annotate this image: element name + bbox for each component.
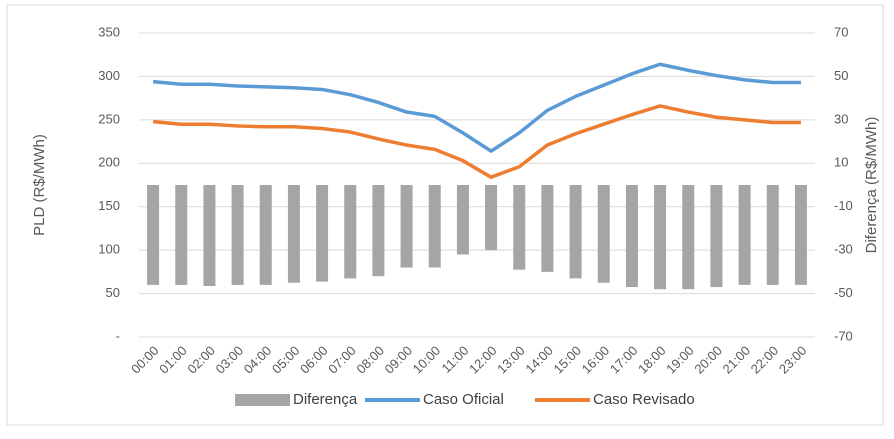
- bar: [372, 185, 385, 277]
- bar: [569, 185, 582, 279]
- bar: [231, 185, 244, 285]
- y2-tick-label: 10: [834, 155, 848, 170]
- y-tick-label: -: [116, 328, 120, 343]
- bar: [654, 185, 667, 290]
- bar: [344, 185, 357, 279]
- y-axis-label: PLD (R$/MWh): [31, 134, 48, 236]
- y2-tick-label: -10: [834, 198, 853, 213]
- bar: [287, 185, 300, 283]
- bar: [794, 185, 807, 285]
- bar: [400, 185, 413, 268]
- bar: [710, 185, 723, 288]
- bar: [203, 185, 216, 286]
- bar: [625, 185, 638, 288]
- y2-tick-label: -50: [834, 285, 853, 300]
- legend-label: Diferença: [293, 391, 358, 408]
- bar: [147, 185, 160, 285]
- y2-tick-label: 50: [834, 68, 848, 83]
- bar: [682, 185, 695, 290]
- y2-tick-label: 30: [834, 111, 848, 126]
- bar: [738, 185, 751, 285]
- bar: [597, 185, 610, 283]
- line: [152, 62, 801, 153]
- y2-tick-label: -70: [834, 328, 853, 343]
- legend-label: Caso Oficial: [423, 391, 504, 408]
- y-tick-label: 200: [98, 155, 120, 170]
- y-tick-label: 150: [98, 198, 120, 213]
- bar: [316, 185, 329, 282]
- line: [152, 104, 801, 179]
- bar: [259, 185, 272, 285]
- y-tick-label: 350: [98, 24, 120, 39]
- bar: [766, 185, 779, 285]
- bar: [513, 185, 526, 270]
- bar: [175, 185, 188, 285]
- y2-axis-label: Diferença (R$/MWh): [863, 117, 880, 254]
- bar: [485, 185, 498, 251]
- y-tick-label: 300: [98, 68, 120, 83]
- y-tick-label: 100: [98, 242, 120, 257]
- y-tick-label: 50: [106, 285, 120, 300]
- legend: Diferença Caso Oficial Caso Revisado: [235, 391, 695, 408]
- y2-tick-label: 70: [834, 24, 848, 39]
- y-tick-label: 250: [98, 111, 120, 126]
- legend-label: Caso Revisado: [593, 391, 695, 408]
- bar: [541, 185, 554, 272]
- y2-tick-label: -30: [834, 242, 853, 257]
- bar: [428, 185, 441, 268]
- legend-swatch: [235, 394, 290, 406]
- bar: [456, 185, 469, 255]
